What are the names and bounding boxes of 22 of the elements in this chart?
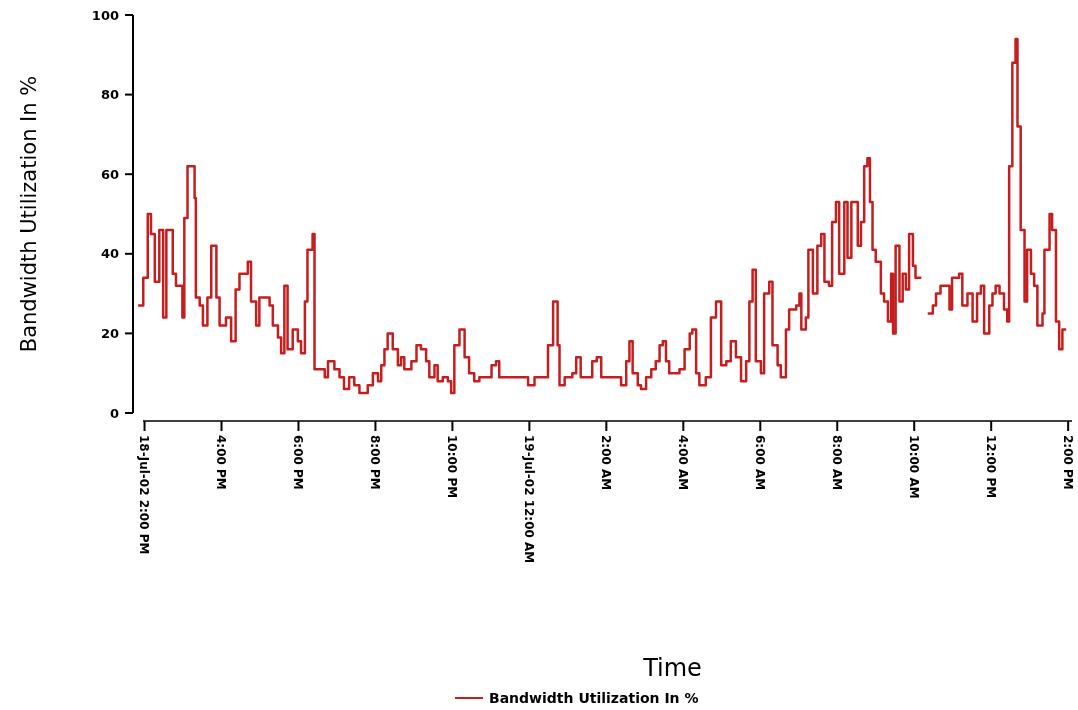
y-tick-label: 80 — [100, 87, 119, 103]
legend-label: Bandwidth Utilization In % — [489, 689, 699, 706]
x-tick-label: 2:00 PM — [1060, 435, 1075, 490]
x-tick-label: 8:00 PM — [368, 435, 383, 490]
x-tick-label: 18-Jul-02 2:00 PM — [137, 435, 152, 555]
x-tick-label: 12:00 PM — [983, 435, 998, 499]
x-tick-label: 10:00 PM — [445, 435, 460, 499]
y-tick-label: 60 — [100, 166, 119, 182]
x-tick-label: 10:00 AM — [907, 435, 922, 499]
x-tick-label: 4:00 PM — [214, 435, 229, 490]
y-tick-label: 40 — [100, 246, 119, 262]
y-tick-label: 0 — [109, 405, 119, 421]
x-tick-label: 2:00 AM — [599, 435, 614, 491]
y-tick-label: 20 — [100, 325, 119, 341]
x-tick-label: 19-Jul-02 12:00 AM — [522, 435, 537, 564]
x-tick-label: 8:00 AM — [830, 435, 845, 491]
x-axis-title: Time — [642, 654, 702, 682]
y-tick-label: 100 — [91, 7, 119, 23]
x-tick-label: 4:00 AM — [676, 435, 691, 491]
y-axis-title: Bandwidth Utilization In % — [17, 75, 41, 353]
x-tick-label: 6:00 AM — [753, 435, 768, 491]
x-tick-label: 6:00 PM — [291, 435, 306, 490]
